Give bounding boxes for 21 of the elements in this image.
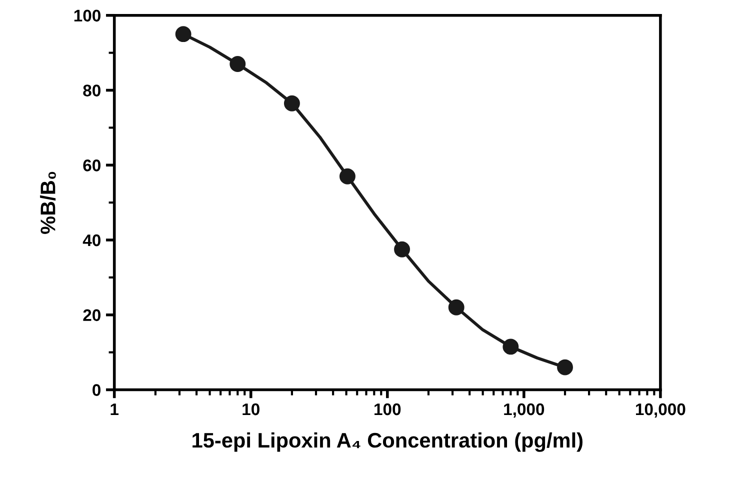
point — [448, 299, 464, 316]
x-tick-label: 1,000 — [504, 403, 544, 418]
x-tick-label: 100 — [374, 403, 401, 416]
point — [230, 56, 246, 72]
y-tick-label: 100 — [74, 10, 100, 22]
y-axis-title: %B/B₀ — [40, 172, 56, 234]
y-tick-label: 80 — [83, 84, 100, 96]
point — [502, 338, 519, 355]
point — [339, 168, 356, 184]
x-tick-label: 10,000 — [636, 403, 686, 418]
y-tick-label: 40 — [82, 234, 100, 246]
point — [394, 241, 410, 258]
y-tick-label: 60 — [83, 160, 100, 172]
x-tick-label: 1 — [110, 404, 119, 416]
point — [557, 359, 573, 376]
y-tick-label: 20 — [83, 309, 100, 322]
x-tick-label: 10 — [242, 403, 260, 416]
point — [284, 95, 300, 112]
point — [175, 26, 192, 42]
x-axis-title: 15-epi Lipoxin A₄ Concentration (pg/ml) — [192, 432, 582, 452]
y-tick-label: 0 — [92, 384, 100, 396]
